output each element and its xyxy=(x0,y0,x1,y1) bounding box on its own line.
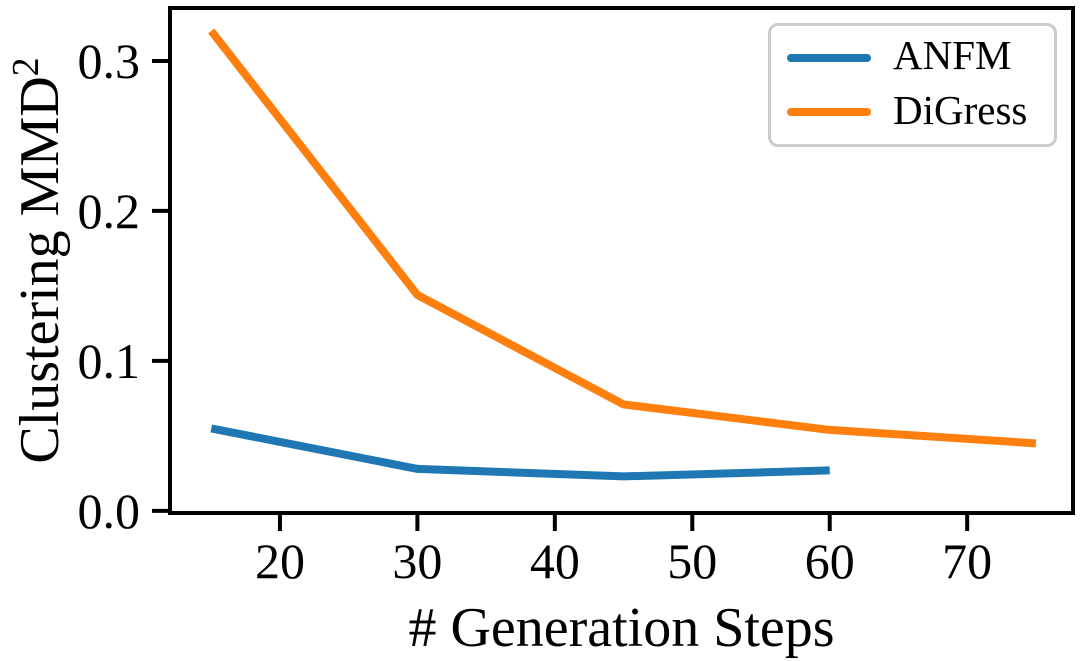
axes-spines xyxy=(168,6,1075,515)
series-line-digress xyxy=(208,28,1037,448)
legend-label-anfm: ANFM xyxy=(893,32,1012,79)
legend-swatch-digress xyxy=(787,108,871,117)
x-tick-label: 40 xyxy=(530,533,580,589)
x-axis-label: # Generation Steps xyxy=(408,597,834,659)
x-axis: 20 30 40 50 60 70 xyxy=(255,513,992,589)
x-tick-label: 20 xyxy=(255,533,305,589)
x-tick-label: 70 xyxy=(942,533,992,589)
y-tick-label: 0.1 xyxy=(78,333,141,389)
y-tick-label: 0.2 xyxy=(78,183,141,239)
y-tick-label: 0.0 xyxy=(78,483,141,539)
y-axis-label-base: Clustering MMD xyxy=(9,76,71,463)
x-tick-label: 50 xyxy=(667,533,717,589)
legend: ANFM DiGress xyxy=(768,23,1057,147)
legend-item-digress: DiGress xyxy=(787,87,1038,137)
series-lines xyxy=(208,28,1037,481)
y-axis: 0.0 0.1 0.2 0.3 xyxy=(78,33,170,539)
legend-swatch-anfm xyxy=(787,53,871,62)
y-axis-label-exponent: 2 xyxy=(5,57,47,76)
legend-label-digress: DiGress xyxy=(893,86,1028,133)
x-tick-label: 60 xyxy=(805,533,855,589)
legend-item-anfm: ANFM xyxy=(787,33,1038,83)
series-line-anfm xyxy=(210,424,830,481)
x-tick-label: 30 xyxy=(392,533,442,589)
y-tick-label: 0.3 xyxy=(78,33,141,89)
y-axis-label: Clustering MMD2 xyxy=(5,57,71,463)
